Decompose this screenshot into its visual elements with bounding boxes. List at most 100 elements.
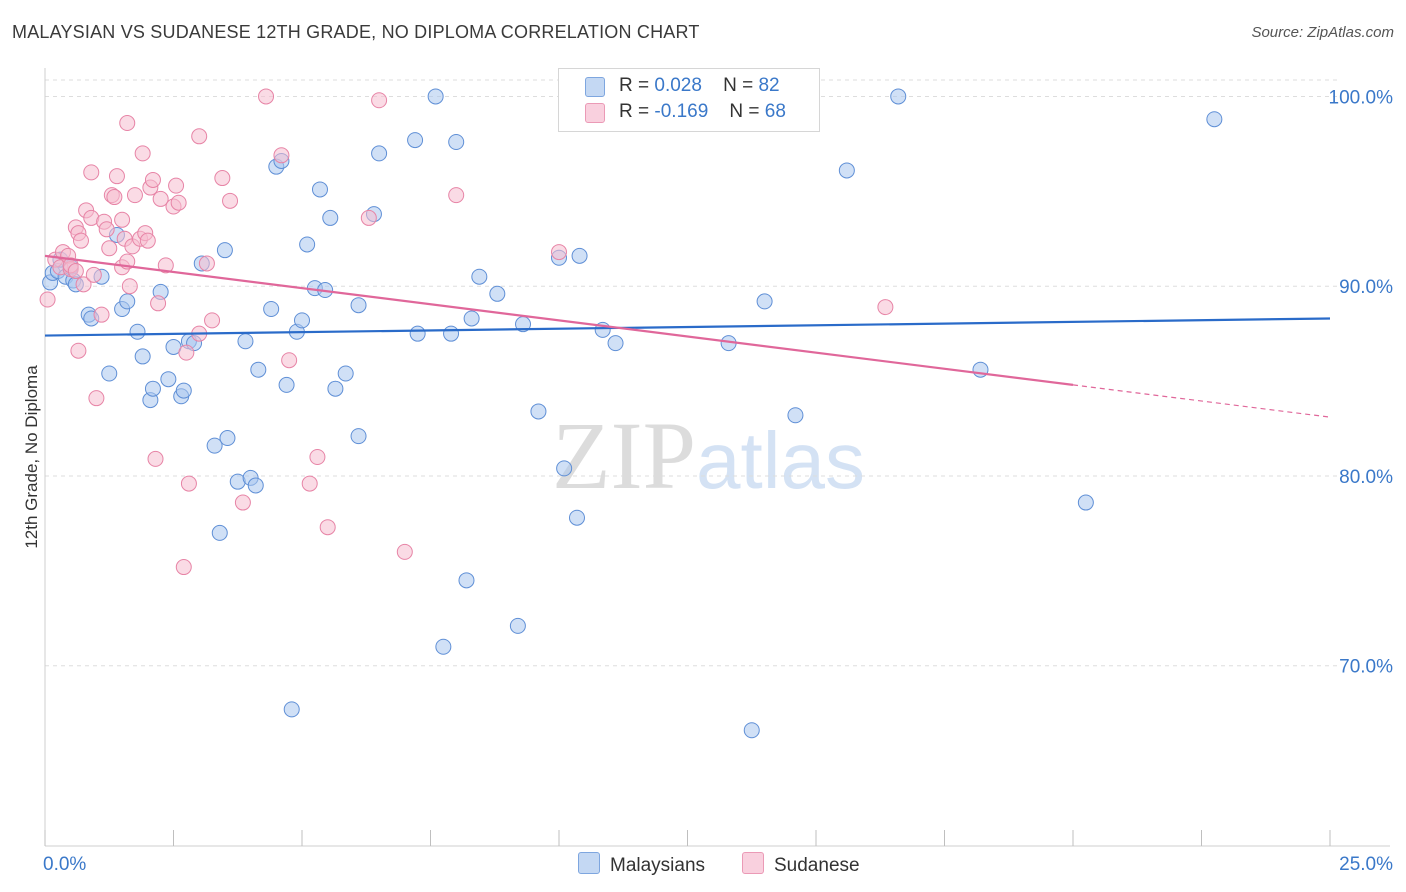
- sudanese-point: [144, 171, 161, 188]
- sudanese-point: [551, 244, 567, 261]
- malaysian-point: [571, 247, 588, 264]
- malaysian-point: [787, 407, 804, 424]
- malaysians-legend-swatch: [578, 852, 600, 874]
- malaysian-point: [350, 297, 367, 314]
- sudanese-point: [88, 390, 105, 407]
- y-tick-label: 70.0%: [1339, 657, 1393, 678]
- malaysian-point: [119, 293, 136, 310]
- malaysian-point: [299, 236, 316, 253]
- sudanese-point: [319, 519, 336, 536]
- sudanese-point: [396, 543, 413, 560]
- sudanese-point: [222, 192, 239, 209]
- sudanese-point: [198, 255, 215, 272]
- sudanese-point: [72, 232, 89, 249]
- sudanese-point: [157, 257, 174, 274]
- malaysian-point: [427, 88, 444, 105]
- sudanese-point: [175, 559, 192, 576]
- x-tick-label: 25.0%: [1339, 854, 1393, 875]
- y-tick-label: 90.0%: [1339, 277, 1393, 298]
- malaysian-point: [211, 524, 228, 541]
- data-points: [39, 88, 1223, 739]
- sudanese-point: [448, 187, 465, 204]
- sudanese-trend-extension: [1072, 384, 1331, 418]
- trend-lines: [44, 254, 1331, 418]
- malaysian-point: [890, 88, 907, 105]
- sudanese-point: [204, 312, 221, 329]
- sudanese-point: [180, 475, 197, 492]
- y-tick-label: 80.0%: [1339, 467, 1393, 488]
- grid-lines: [45, 79, 1340, 667]
- sudanese-point: [234, 494, 251, 511]
- malaysian-point: [129, 323, 146, 340]
- sudanese-point: [70, 342, 87, 359]
- legend-item-sudanese: Sudanese: [742, 852, 860, 877]
- malaysian-point: [206, 437, 223, 454]
- sudanese-point: [147, 450, 164, 467]
- sudanese-n-label: N =: [729, 101, 760, 122]
- sudanese-r-value: -0.169: [654, 101, 709, 122]
- malaysian-point: [448, 134, 465, 151]
- malaysians-trend-line: [44, 317, 1331, 337]
- malaysian-point: [263, 300, 280, 317]
- watermark-atlas: atlas: [696, 416, 865, 505]
- sudanese-legend-swatch: [742, 852, 764, 874]
- sudanese-point: [371, 92, 388, 109]
- malaysian-point: [237, 333, 254, 350]
- malaysians-r-label: R =: [619, 75, 650, 96]
- sudanese-point: [152, 190, 169, 207]
- sudanese-point: [121, 278, 138, 295]
- sudanese-legend-label: Sudanese: [774, 855, 860, 876]
- malaysian-point: [530, 403, 547, 420]
- watermark-zip: ZIP: [552, 402, 696, 509]
- sudanese-point: [178, 344, 195, 361]
- sudanese-point: [360, 209, 377, 226]
- sudanese-point: [93, 306, 110, 323]
- sudanese-point: [877, 299, 894, 316]
- malaysian-point: [371, 145, 388, 162]
- sudanese-n-value: 68: [764, 101, 786, 122]
- sudanese-point: [258, 88, 275, 105]
- malaysian-point: [294, 312, 310, 329]
- sudanese-point: [126, 187, 143, 204]
- sudanese-r-label: R =: [619, 101, 650, 122]
- sudanese-point: [281, 352, 298, 369]
- axes: [44, 68, 1390, 847]
- watermark: ZIPatlas: [552, 400, 865, 511]
- malaysian-point: [463, 310, 480, 327]
- malaysian-point: [1077, 494, 1094, 511]
- sudanese-point: [119, 115, 136, 132]
- sudanese-point: [150, 295, 167, 312]
- malaysian-point: [1206, 111, 1223, 128]
- malaysian-point: [278, 376, 295, 393]
- malaysians-swatch: [585, 77, 605, 97]
- sudanese-point: [39, 291, 56, 308]
- sudanese-point: [301, 475, 318, 492]
- y-axis-title: 12th Grade, No Diploma: [22, 365, 41, 549]
- source-note: Source: ZipAtlas.com: [1251, 24, 1394, 41]
- sudanese-point: [191, 128, 208, 145]
- sudanese-point: [139, 232, 156, 249]
- chart-title: MALAYSIAN VS SUDANESE 12TH GRADE, NO DIP…: [12, 22, 700, 42]
- malaysian-point: [311, 181, 328, 198]
- malaysian-point: [407, 132, 424, 149]
- malaysian-point: [350, 428, 367, 445]
- malaysian-point: [160, 371, 177, 388]
- malaysian-point: [219, 430, 236, 447]
- sudanese-point: [170, 194, 187, 211]
- malaysian-point: [144, 380, 161, 397]
- sudanese-point: [214, 170, 231, 187]
- sudanese-point: [108, 168, 125, 185]
- x-tick-label: 0.0%: [43, 854, 86, 875]
- sudanese-point: [75, 276, 92, 293]
- malaysian-point: [322, 209, 339, 226]
- malaysian-point: [250, 361, 267, 378]
- malaysian-point: [283, 701, 300, 718]
- malaysian-point: [247, 477, 264, 494]
- sudanese-point: [273, 147, 290, 164]
- malaysian-point: [458, 572, 475, 589]
- sudanese-point: [309, 449, 326, 465]
- sudanese-point: [67, 263, 84, 280]
- malaysian-point: [838, 162, 855, 179]
- malaysian-point: [443, 325, 460, 342]
- malaysian-point: [568, 509, 585, 526]
